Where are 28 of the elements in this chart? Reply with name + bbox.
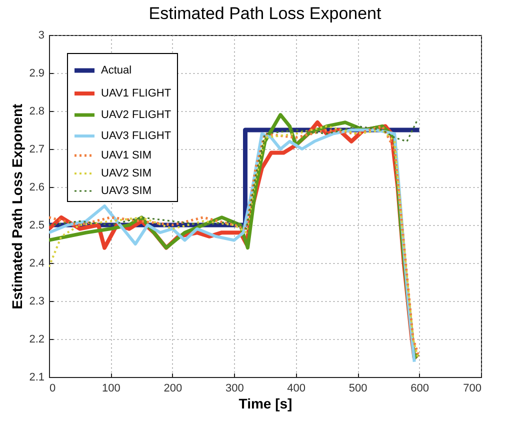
x-tick-label: 600 [410,382,429,394]
chart-title: Estimated Path Loss Exponent [148,4,382,23]
legend-label: UAV3 SIM [101,185,152,197]
legend-label: Actual [101,64,132,76]
legend-label: UAV2 FLIGHT [101,109,172,121]
y-tick-label: 2.3 [29,296,44,308]
y-tick-label: 2.9 [29,68,44,80]
y-tick-label: 3 [38,30,44,42]
y-tick-label: 2.6 [29,182,44,194]
y-tick-label: 2.2 [29,334,44,346]
x-tick-label: 400 [287,382,306,394]
x-tick-label: 300 [225,382,244,394]
legend-label: UAV1 SIM [101,150,152,162]
x-tick-label: 200 [164,382,182,394]
legend-label: UAV2 SIM [101,168,152,180]
legend-label: UAV3 FLIGHT [101,130,172,142]
y-tick-label: 2.1 [29,372,44,384]
y-axis-title: Estimated Path Loss Exponent [9,103,26,310]
x-tick-label: 500 [348,382,368,394]
legend-label: UAV1 FLIGHT [101,88,172,100]
y-tick-label: 2.7 [29,144,44,156]
x-axis-title: Time [s] [238,396,292,412]
x-tick-label: 0 [50,382,56,394]
y-tick-label: 2.4 [29,258,44,270]
y-tick-label: 2.5 [29,220,44,232]
x-tick-label: 700 [463,382,482,394]
x-tick-label: 100 [102,382,120,394]
y-tick-label: 2.8 [29,106,44,118]
